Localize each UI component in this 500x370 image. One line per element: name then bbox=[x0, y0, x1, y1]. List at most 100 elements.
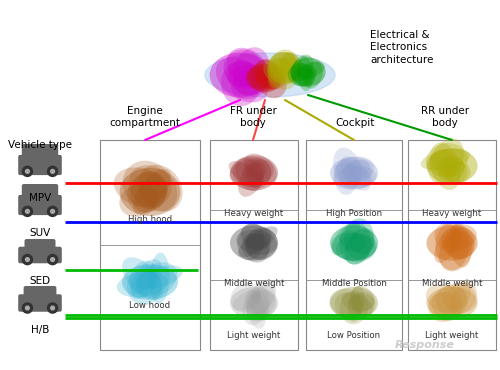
Ellipse shape bbox=[246, 285, 276, 322]
Ellipse shape bbox=[128, 165, 178, 212]
Ellipse shape bbox=[114, 168, 168, 207]
Circle shape bbox=[50, 169, 55, 174]
Ellipse shape bbox=[333, 148, 362, 188]
Ellipse shape bbox=[224, 50, 262, 87]
Ellipse shape bbox=[420, 149, 470, 170]
Text: Middle Position: Middle Position bbox=[322, 279, 386, 287]
Ellipse shape bbox=[334, 159, 357, 195]
FancyBboxPatch shape bbox=[18, 247, 62, 263]
Text: FR under
body: FR under body bbox=[230, 105, 276, 128]
Bar bbox=[408, 140, 496, 350]
Ellipse shape bbox=[426, 284, 462, 313]
Text: SUV: SUV bbox=[30, 228, 50, 238]
Ellipse shape bbox=[236, 230, 277, 255]
Circle shape bbox=[25, 257, 30, 262]
Ellipse shape bbox=[436, 155, 464, 182]
Ellipse shape bbox=[136, 265, 182, 289]
Ellipse shape bbox=[230, 283, 261, 312]
Circle shape bbox=[47, 254, 58, 265]
Ellipse shape bbox=[350, 292, 374, 312]
Ellipse shape bbox=[138, 165, 182, 212]
Ellipse shape bbox=[130, 171, 166, 212]
Circle shape bbox=[22, 302, 33, 314]
Ellipse shape bbox=[264, 59, 296, 85]
Text: Low Position: Low Position bbox=[328, 330, 380, 340]
Text: High Position: High Position bbox=[326, 209, 382, 218]
Ellipse shape bbox=[136, 262, 177, 297]
Bar bbox=[100, 140, 200, 350]
Circle shape bbox=[47, 206, 58, 217]
Ellipse shape bbox=[245, 67, 274, 89]
Ellipse shape bbox=[434, 227, 460, 263]
Ellipse shape bbox=[242, 233, 269, 263]
FancyBboxPatch shape bbox=[22, 144, 58, 163]
FancyBboxPatch shape bbox=[18, 294, 62, 312]
Ellipse shape bbox=[226, 61, 268, 95]
FancyBboxPatch shape bbox=[24, 286, 56, 302]
Ellipse shape bbox=[241, 223, 271, 250]
Ellipse shape bbox=[244, 154, 276, 184]
Ellipse shape bbox=[245, 228, 278, 260]
Ellipse shape bbox=[280, 53, 298, 80]
Ellipse shape bbox=[242, 158, 271, 189]
Ellipse shape bbox=[444, 161, 470, 184]
Circle shape bbox=[25, 209, 30, 214]
Ellipse shape bbox=[116, 272, 168, 297]
Ellipse shape bbox=[269, 52, 300, 83]
Ellipse shape bbox=[232, 47, 270, 95]
Ellipse shape bbox=[210, 53, 270, 97]
Ellipse shape bbox=[122, 257, 164, 300]
Ellipse shape bbox=[348, 286, 364, 322]
Ellipse shape bbox=[426, 148, 478, 184]
Ellipse shape bbox=[340, 222, 372, 265]
Ellipse shape bbox=[344, 218, 374, 259]
Text: Engine
compartment: Engine compartment bbox=[110, 105, 180, 128]
Ellipse shape bbox=[216, 57, 268, 102]
Circle shape bbox=[50, 209, 55, 214]
Ellipse shape bbox=[269, 49, 295, 77]
Ellipse shape bbox=[350, 286, 376, 316]
Ellipse shape bbox=[297, 65, 317, 81]
Ellipse shape bbox=[255, 69, 274, 90]
Ellipse shape bbox=[230, 155, 278, 191]
FancyBboxPatch shape bbox=[22, 184, 58, 203]
FancyBboxPatch shape bbox=[18, 155, 62, 175]
Circle shape bbox=[22, 254, 33, 265]
Ellipse shape bbox=[256, 59, 280, 90]
Ellipse shape bbox=[429, 292, 462, 321]
Ellipse shape bbox=[278, 52, 299, 74]
Ellipse shape bbox=[245, 233, 271, 259]
Circle shape bbox=[47, 166, 58, 177]
Bar bbox=[210, 140, 298, 350]
Ellipse shape bbox=[232, 157, 272, 187]
Ellipse shape bbox=[339, 160, 370, 184]
Text: Low hood: Low hood bbox=[130, 300, 170, 309]
Ellipse shape bbox=[348, 294, 374, 311]
Text: Light weight: Light weight bbox=[426, 330, 478, 340]
Ellipse shape bbox=[244, 227, 272, 250]
Ellipse shape bbox=[426, 225, 478, 260]
Text: SED: SED bbox=[30, 276, 50, 286]
Text: Cockpit: Cockpit bbox=[336, 118, 374, 128]
Ellipse shape bbox=[426, 143, 468, 178]
Ellipse shape bbox=[350, 228, 375, 254]
Ellipse shape bbox=[252, 289, 269, 321]
Text: Heavy weight: Heavy weight bbox=[422, 209, 482, 218]
Ellipse shape bbox=[430, 142, 461, 190]
Text: Vehicle type: Vehicle type bbox=[8, 140, 72, 150]
Ellipse shape bbox=[297, 56, 313, 91]
Ellipse shape bbox=[346, 159, 372, 181]
Ellipse shape bbox=[440, 158, 468, 183]
Ellipse shape bbox=[230, 287, 278, 319]
Ellipse shape bbox=[242, 286, 270, 325]
Ellipse shape bbox=[450, 223, 471, 268]
Ellipse shape bbox=[342, 293, 373, 315]
Ellipse shape bbox=[221, 61, 260, 106]
Ellipse shape bbox=[228, 65, 267, 88]
FancyBboxPatch shape bbox=[24, 239, 56, 254]
Ellipse shape bbox=[291, 55, 314, 81]
Text: Electrical &
Electronics
architecture: Electrical & Electronics architecture bbox=[370, 30, 434, 65]
Ellipse shape bbox=[245, 289, 266, 329]
Ellipse shape bbox=[292, 68, 312, 86]
Ellipse shape bbox=[331, 232, 376, 262]
